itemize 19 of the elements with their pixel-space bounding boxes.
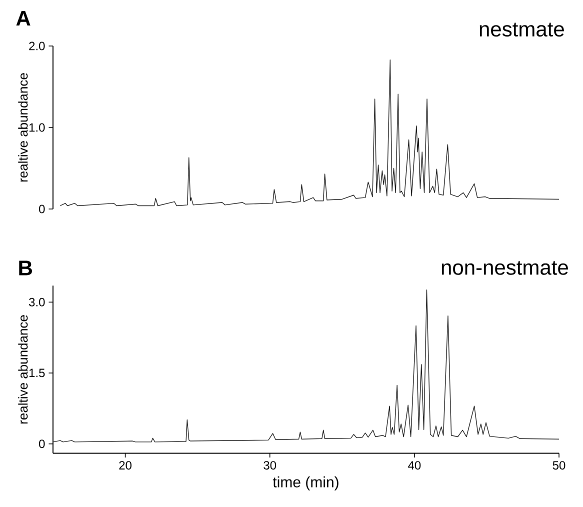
x-axis-title: time (min) <box>272 476 338 490</box>
line-series <box>52 290 560 442</box>
y-axis-title: realtive abundance <box>18 73 28 182</box>
text: A <box>16 11 30 26</box>
y-tick-label: 0 <box>39 440 45 448</box>
text: B <box>19 260 32 276</box>
line-series <box>60 60 560 206</box>
y-tick-label: 3.0 <box>29 298 45 306</box>
y-tick-label: 2.0 <box>29 42 45 50</box>
x-tick-label: 20 <box>119 461 132 470</box>
y-tick-label: 1.5 <box>29 368 45 378</box>
y-tick-label: 0 <box>39 204 45 214</box>
y-axis-title: realtive abundance <box>18 315 28 424</box>
chart-title: non-nestmate <box>442 261 568 275</box>
x-tick-label: 40 <box>408 461 421 470</box>
chart-title: nestmate <box>480 22 564 37</box>
x-tick-label: 50 <box>552 461 566 470</box>
y-tick-label: 1.0 <box>29 123 45 132</box>
x-tick-label: 30 <box>264 461 276 470</box>
